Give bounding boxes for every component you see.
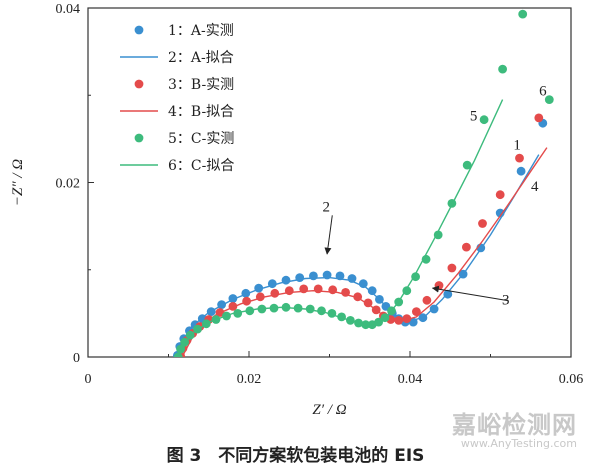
data-point-A (367, 286, 377, 296)
legend-entry-label: 3：B-实测 (168, 77, 234, 93)
watermark-url: www.AnyTesting.com (460, 437, 577, 450)
data-point-C (176, 344, 186, 354)
eis-chart: 0 0.02 0.04 0.06 0 0.02 0.04 1：A-实测 2：A-拟合 3：B-实… (10, 2, 584, 418)
y-tick-label: 0.04 (56, 2, 81, 17)
y-tick-label: 0.02 (56, 177, 81, 192)
x-axis-label: Z′ / Ω (312, 402, 346, 418)
y-tick-label: 0 (73, 351, 80, 366)
data-point-B (284, 286, 294, 296)
watermark-text: 嘉峪检测网 (452, 411, 577, 439)
legend-entry-label: 1：A-实测 (168, 23, 234, 39)
legend-dot-swatch (134, 133, 144, 143)
series-line-A (177, 154, 540, 356)
data-point-B (515, 153, 524, 163)
data-point-C (462, 160, 472, 170)
annotation-label: 6 (539, 83, 547, 99)
plot-area (173, 9, 554, 357)
x-tick-label: 0.06 (559, 372, 584, 387)
data-point-C (317, 306, 326, 316)
annotation-arrow (431, 285, 508, 302)
legend-entry-label: 6：C-拟合 (168, 158, 234, 174)
data-point-A (443, 289, 453, 299)
legend-entry-label: 5：C-实测 (168, 131, 234, 147)
data-point-C (305, 304, 315, 314)
data-point-B (394, 316, 404, 325)
data-point-B (422, 295, 432, 305)
data-point-B (478, 219, 487, 228)
series-line-C (178, 99, 504, 357)
data-point-B (412, 307, 421, 316)
legend-dot-swatch (134, 25, 144, 35)
data-point-B (447, 263, 457, 273)
legend-entry-label: 4：B-拟合 (168, 104, 234, 120)
data-point-B (313, 284, 323, 294)
series-line-B (182, 147, 548, 356)
annotation-label: 5 (470, 109, 478, 125)
data-point-C (173, 352, 183, 357)
data-point-A (281, 275, 291, 285)
legend-dot-swatch (134, 79, 144, 89)
data-point-C (180, 337, 190, 347)
plot-frame (87, 7, 572, 358)
annotation-label: 4 (531, 179, 539, 195)
data-point-A (429, 304, 439, 314)
data-point-C (479, 115, 489, 125)
data-point-C (233, 309, 243, 318)
x-tick-label: 0 (85, 372, 92, 387)
figure-caption: 图 3 不同方案软包装电池的 EIS (166, 446, 425, 466)
legend-entry-label: 2：A-拟合 (168, 50, 234, 66)
data-point-C (544, 95, 554, 104)
chart-legend: 1：A-实测 2：A-拟合 3：B-实测 4：B-拟合 5：C-实测 6：C-拟合 (120, 23, 234, 174)
data-point-B (462, 242, 471, 252)
annotation-arrow (324, 215, 333, 255)
plot-series (173, 9, 554, 357)
annotation-label: 1 (513, 137, 521, 153)
data-point-B (534, 113, 544, 123)
data-point-C (518, 9, 528, 19)
x-tick-label: 0.04 (398, 372, 423, 387)
data-point-B (270, 288, 280, 298)
watermark: 嘉峪检测网 www.AnyTesting.com (452, 412, 577, 450)
data-point-C (433, 230, 443, 240)
data-point-B (495, 190, 505, 200)
y-axis-label: −Z″ / Ω (10, 159, 26, 206)
data-point-A (516, 166, 526, 176)
annotation-label: 2 (323, 199, 331, 215)
x-tick-label: 0.02 (237, 372, 262, 387)
data-point-C (498, 64, 507, 74)
chart-axes: 0 0.02 0.04 0.06 0 0.02 0.04 (56, 2, 584, 387)
